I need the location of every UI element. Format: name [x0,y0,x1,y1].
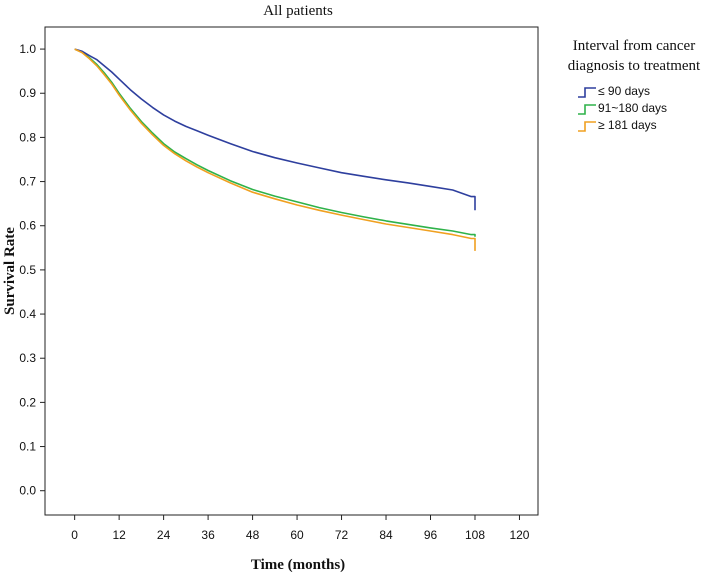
x-tick-label: 84 [379,528,393,542]
x-tick-label: 108 [465,528,485,542]
y-tick-label: 0.1 [19,440,36,454]
legend-title-line-1: Interval from cancer [573,38,695,54]
x-tick-label: 60 [290,528,304,542]
x-tick-label: 96 [424,528,438,542]
legend-items: ≤ 90 days 91~180 days ≥ 181 days [578,84,667,132]
legend-swatch-2 [578,104,596,115]
legend-title-line-2: diagnosis to treatment [568,58,701,74]
series-line-3 [74,48,476,251]
x-tick-label: 120 [509,528,529,542]
legend-swatch-1 [578,87,596,98]
y-tick-label: 0.8 [19,130,36,144]
y-tick-label: 0.0 [19,484,36,498]
y-tick-label: 0.7 [19,175,36,189]
series-line-1 [74,48,476,211]
x-axis: 0 12 24 36 48 60 72 84 96 108 120 [71,515,530,542]
y-tick-label: 0.2 [19,395,36,409]
x-tick-label: 12 [112,528,126,542]
y-tick-label: 0.3 [19,351,36,365]
plot-frame [44,26,539,516]
y-axis-title: Survival Rate [2,227,18,315]
x-tick-label: 48 [246,528,260,542]
legend-label-1: ≤ 90 days [598,84,650,98]
legend-label-2: 91~180 days [598,101,667,115]
x-tick-label: 72 [335,528,349,542]
y-tick-label: 0.5 [19,263,36,277]
y-tick-label: 0.4 [19,307,36,321]
y-axis: 0.0 0.1 0.2 0.3 0.4 0.5 0.6 0.7 0.8 0.9 1.0 [19,42,45,498]
y-tick-label: 0.9 [19,86,36,100]
series-layer [74,48,476,251]
x-axis-title: Time (months) [251,557,345,573]
legend-label-3: ≥ 181 days [598,118,657,132]
legend-swatch-3 [578,121,596,132]
y-tick-label: 1.0 [19,42,36,56]
y-tick-label: 0.6 [19,219,36,233]
x-tick-label: 0 [71,528,78,542]
chart-title: All patients [263,3,333,19]
x-tick-label: 36 [201,528,215,542]
x-tick-label: 24 [157,528,171,542]
legend: Interval from cancer diagnosis to treatm… [568,38,701,132]
series-line-2 [74,48,476,237]
